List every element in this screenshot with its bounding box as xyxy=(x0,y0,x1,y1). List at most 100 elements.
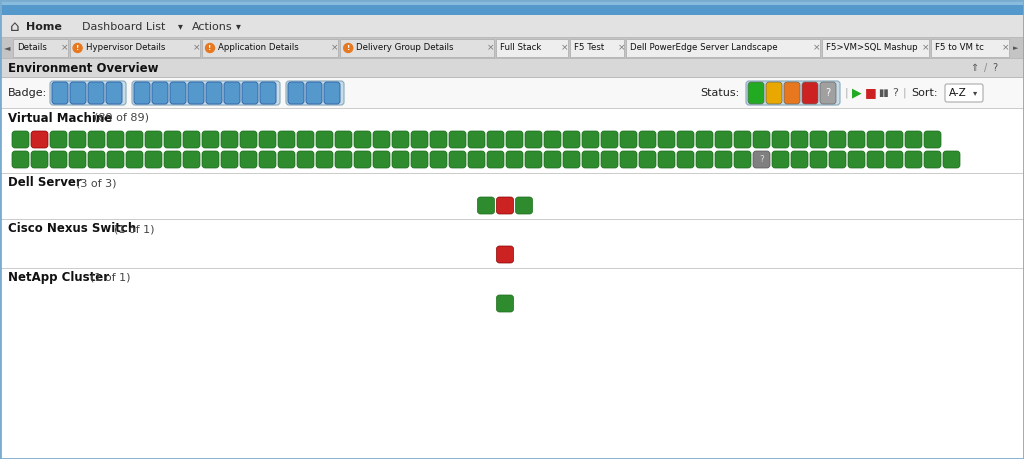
Bar xyxy=(0,38,1024,58)
Text: ◄: ◄ xyxy=(4,44,10,52)
FancyBboxPatch shape xyxy=(278,131,295,148)
FancyBboxPatch shape xyxy=(620,151,637,168)
Text: F5 Test: F5 Test xyxy=(573,44,604,52)
FancyBboxPatch shape xyxy=(240,151,257,168)
Text: ►: ► xyxy=(1013,45,1018,51)
FancyBboxPatch shape xyxy=(715,151,732,168)
Text: |: | xyxy=(845,88,849,98)
Text: ×: × xyxy=(60,44,69,52)
Text: |: | xyxy=(903,88,906,98)
FancyBboxPatch shape xyxy=(544,131,561,148)
FancyBboxPatch shape xyxy=(924,151,941,168)
FancyBboxPatch shape xyxy=(468,131,485,148)
Bar xyxy=(569,39,625,57)
FancyBboxPatch shape xyxy=(810,131,827,148)
FancyBboxPatch shape xyxy=(260,82,276,104)
FancyBboxPatch shape xyxy=(582,151,599,168)
Text: ▾: ▾ xyxy=(178,22,183,32)
Bar xyxy=(0,58,1024,78)
Text: !: ! xyxy=(208,45,212,51)
Text: ?: ? xyxy=(825,88,830,98)
FancyBboxPatch shape xyxy=(145,131,162,148)
FancyBboxPatch shape xyxy=(924,131,941,148)
FancyBboxPatch shape xyxy=(52,82,68,104)
FancyBboxPatch shape xyxy=(183,131,200,148)
FancyBboxPatch shape xyxy=(734,151,751,168)
FancyBboxPatch shape xyxy=(677,151,694,168)
Bar xyxy=(0,268,1024,269)
Bar xyxy=(0,0,1024,15)
Text: Virtual Machine: Virtual Machine xyxy=(8,112,113,124)
FancyBboxPatch shape xyxy=(848,131,865,148)
Bar xyxy=(202,39,338,57)
FancyBboxPatch shape xyxy=(753,131,770,148)
FancyBboxPatch shape xyxy=(297,151,314,168)
Bar xyxy=(0,108,1024,109)
Text: ■: ■ xyxy=(865,86,877,100)
FancyBboxPatch shape xyxy=(392,131,409,148)
FancyBboxPatch shape xyxy=(259,151,276,168)
FancyBboxPatch shape xyxy=(945,84,983,102)
Text: Badge:: Badge: xyxy=(8,88,47,98)
Circle shape xyxy=(206,44,214,52)
FancyBboxPatch shape xyxy=(772,151,790,168)
FancyBboxPatch shape xyxy=(497,246,513,263)
FancyBboxPatch shape xyxy=(88,151,105,168)
FancyBboxPatch shape xyxy=(506,131,523,148)
FancyBboxPatch shape xyxy=(791,131,808,148)
FancyBboxPatch shape xyxy=(278,151,295,168)
FancyBboxPatch shape xyxy=(224,82,240,104)
Bar xyxy=(0,37,1024,38)
FancyBboxPatch shape xyxy=(259,131,276,148)
Text: ▾: ▾ xyxy=(236,22,241,32)
FancyBboxPatch shape xyxy=(563,131,580,148)
Bar xyxy=(0,78,1024,108)
Text: ×: × xyxy=(193,44,201,52)
FancyBboxPatch shape xyxy=(106,131,124,148)
FancyBboxPatch shape xyxy=(106,151,124,168)
Text: ?: ? xyxy=(759,155,764,164)
FancyBboxPatch shape xyxy=(620,131,637,148)
Text: ?: ? xyxy=(992,63,997,73)
FancyBboxPatch shape xyxy=(306,82,322,104)
Text: ×: × xyxy=(617,44,625,52)
Bar xyxy=(0,77,1024,78)
FancyBboxPatch shape xyxy=(449,131,466,148)
FancyBboxPatch shape xyxy=(206,82,222,104)
FancyBboxPatch shape xyxy=(69,131,86,148)
Bar xyxy=(496,39,567,57)
Text: NetApp Cluster: NetApp Cluster xyxy=(8,272,110,285)
Text: (1 of 1): (1 of 1) xyxy=(90,273,130,283)
Text: ▶: ▶ xyxy=(852,86,861,100)
FancyBboxPatch shape xyxy=(601,131,618,148)
FancyBboxPatch shape xyxy=(69,151,86,168)
FancyBboxPatch shape xyxy=(50,81,126,105)
Circle shape xyxy=(73,44,82,52)
FancyBboxPatch shape xyxy=(297,131,314,148)
FancyBboxPatch shape xyxy=(411,151,428,168)
FancyBboxPatch shape xyxy=(477,197,495,214)
FancyBboxPatch shape xyxy=(354,151,371,168)
FancyBboxPatch shape xyxy=(373,151,390,168)
FancyBboxPatch shape xyxy=(50,131,67,148)
FancyBboxPatch shape xyxy=(392,151,409,168)
FancyBboxPatch shape xyxy=(886,151,903,168)
FancyBboxPatch shape xyxy=(145,151,162,168)
Bar xyxy=(931,39,1009,57)
Text: !: ! xyxy=(346,45,350,51)
FancyBboxPatch shape xyxy=(50,151,67,168)
FancyBboxPatch shape xyxy=(183,151,200,168)
Text: Actions: Actions xyxy=(193,22,232,32)
Text: Dell Server: Dell Server xyxy=(8,177,82,190)
Text: ▮▮: ▮▮ xyxy=(878,88,889,98)
Text: Sort:: Sort: xyxy=(911,88,938,98)
Text: Full Stack: Full Stack xyxy=(500,44,541,52)
FancyBboxPatch shape xyxy=(202,131,219,148)
FancyBboxPatch shape xyxy=(106,82,122,104)
Bar xyxy=(0,15,1024,38)
Text: Hypervisor Details: Hypervisor Details xyxy=(86,44,165,52)
Text: (3 of 3): (3 of 3) xyxy=(76,178,117,188)
FancyBboxPatch shape xyxy=(12,151,29,168)
FancyBboxPatch shape xyxy=(164,151,181,168)
FancyBboxPatch shape xyxy=(242,82,258,104)
